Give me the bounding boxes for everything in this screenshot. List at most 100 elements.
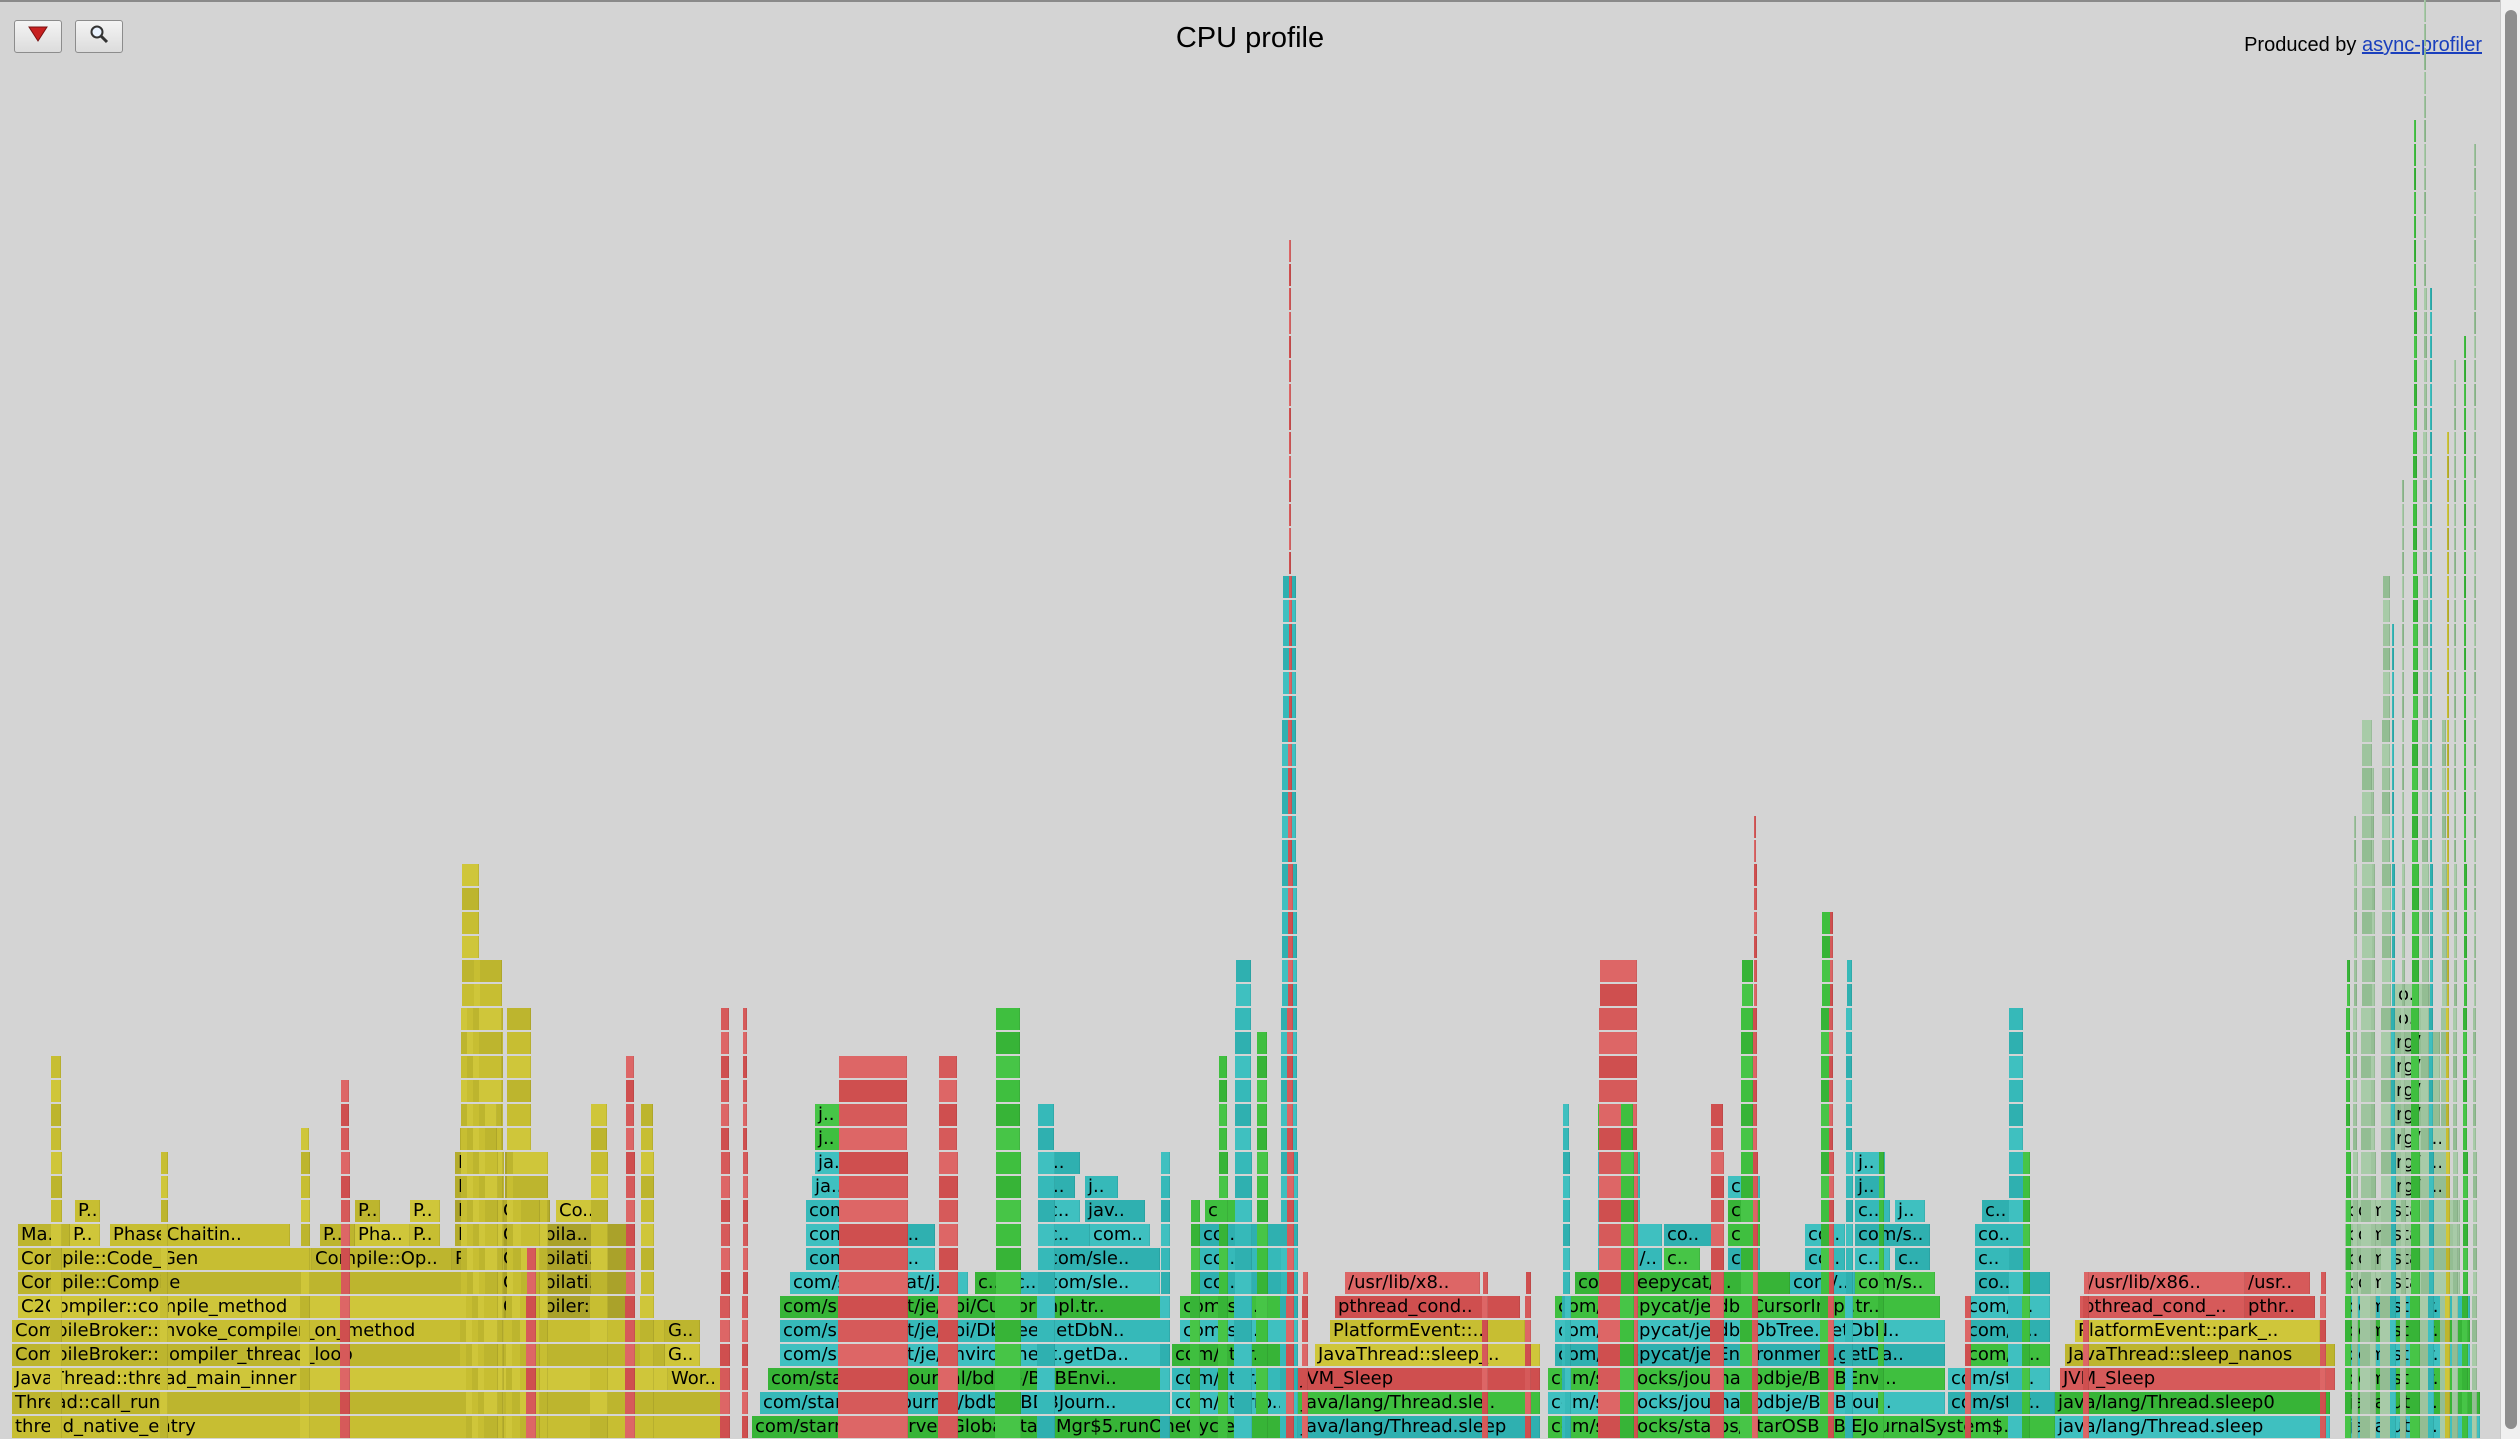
flame-frame[interactable]: JVM_Sleep (2060, 1368, 2335, 1390)
flame-frame-narrow[interactable] (2445, 1176, 2450, 1198)
flame-frame-narrow[interactable] (2442, 720, 2446, 742)
flame-frame-narrow[interactable] (2463, 1080, 2467, 1102)
flame-frame-narrow[interactable] (2392, 696, 2394, 718)
flame-frame-narrow[interactable] (838, 1296, 908, 1318)
flame-frame-narrow[interactable] (1037, 1344, 1055, 1366)
flame-frame-narrow[interactable] (1037, 1416, 1055, 1438)
flame-frame-narrow[interactable] (2428, 1200, 2434, 1222)
flame-frame-narrow[interactable] (1256, 1416, 1268, 1438)
flame-frame-narrow[interactable] (2353, 984, 2357, 1006)
flame-frame-narrow[interactable] (1710, 1248, 1724, 1270)
flame-frame-narrow[interactable] (484, 1152, 498, 1174)
flame-frame-narrow[interactable] (838, 1152, 908, 1174)
flame-frame-narrow[interactable] (2402, 720, 2404, 742)
flame-frame-narrow[interactable] (1037, 1296, 1055, 1318)
flame-frame-narrow[interactable] (1302, 1416, 1308, 1438)
flame-frame-narrow[interactable] (2353, 1056, 2357, 1078)
flame-frame-narrow[interactable] (2473, 336, 2476, 358)
flame-frame-narrow[interactable] (2446, 888, 2449, 910)
flame-frame-narrow[interactable] (2453, 1032, 2457, 1054)
flame-frame[interactable]: G.. (665, 1320, 700, 1342)
flame-frame-narrow[interactable] (1741, 1032, 1753, 1054)
flame-frame-narrow[interactable] (520, 1224, 540, 1246)
flame-frame-narrow[interactable] (641, 1104, 653, 1126)
flame-frame-narrow[interactable] (2392, 768, 2394, 790)
flame-frame-narrow[interactable] (2382, 672, 2390, 694)
flame-frame-narrow[interactable] (2472, 1272, 2477, 1294)
flame-frame-narrow[interactable] (484, 1224, 498, 1246)
flame-frame-narrow[interactable] (2473, 576, 2476, 598)
flame-frame-narrow[interactable] (2410, 1416, 2420, 1438)
flame-frame-narrow[interactable] (2381, 1008, 2391, 1030)
flame-frame-narrow[interactable] (1741, 984, 1753, 1006)
flame-frame-narrow[interactable] (2454, 720, 2456, 742)
flame-frame-narrow[interactable] (1965, 1368, 1971, 1390)
flame-frame-narrow[interactable] (1160, 1176, 1170, 1198)
flame-frame-narrow[interactable] (1234, 1152, 1252, 1174)
flame-frame-narrow[interactable] (2473, 864, 2476, 886)
flame-frame-narrow[interactable] (2473, 912, 2476, 934)
flame-frame-narrow[interactable] (1710, 1368, 1724, 1390)
flame-frame-narrow[interactable] (1288, 576, 1292, 598)
flame-frame-narrow[interactable] (2353, 1128, 2357, 1150)
flame-frame-narrow[interactable] (526, 1296, 536, 1318)
vertical-scrollbar[interactable] (2500, 0, 2520, 1439)
flame-frame-narrow[interactable] (2391, 1056, 2395, 1078)
flame-frame-narrow[interactable] (1256, 1272, 1268, 1294)
flame-frame-narrow[interactable] (2022, 1296, 2030, 1318)
flame-frame-narrow[interactable] (2410, 1392, 2420, 1414)
flame-frame-narrow[interactable] (1599, 984, 1637, 1006)
flame-frame-narrow[interactable] (2428, 1368, 2434, 1390)
flame-frame-narrow[interactable] (2446, 864, 2449, 886)
flame-frame-narrow[interactable] (2430, 624, 2432, 646)
flame-frame-narrow[interactable] (742, 1248, 748, 1270)
flame-frame-narrow[interactable] (1829, 1056, 1833, 1078)
flame-frame[interactable]: c.. (1855, 1200, 1890, 1222)
flame-frame[interactable]: c.. (1855, 1248, 1890, 1270)
flame-frame-narrow[interactable] (2345, 1248, 2351, 1270)
flame-frame-narrow[interactable] (1845, 1296, 1853, 1318)
flame-frame-narrow[interactable] (1218, 1368, 1228, 1390)
flame-frame-narrow[interactable] (526, 1320, 536, 1342)
flame-frame-narrow[interactable] (1878, 1224, 1884, 1246)
flame-frame[interactable]: G.. (665, 1344, 700, 1366)
flame-frame-narrow[interactable] (2463, 1056, 2467, 1078)
flame-frame-narrow[interactable] (939, 1080, 957, 1102)
flame-frame-narrow[interactable] (2352, 1344, 2358, 1366)
flame-frame[interactable]: com/starrocks/journal/bdbje/BDBJourn.. (760, 1392, 1170, 1414)
flame-frame-narrow[interactable] (461, 936, 479, 958)
flame-frame-narrow[interactable] (461, 864, 479, 886)
flame-frame-narrow[interactable] (2462, 1320, 2468, 1342)
flame-frame-narrow[interactable] (340, 1320, 350, 1342)
flame-frame-narrow[interactable] (2412, 744, 2418, 766)
flame-frame-narrow[interactable] (838, 1416, 908, 1438)
flame-frame-narrow[interactable] (2454, 504, 2456, 526)
flame-frame-narrow[interactable] (2413, 360, 2417, 382)
flame-frame-narrow[interactable] (160, 1368, 168, 1390)
flame-frame-narrow[interactable] (2022, 1248, 2030, 1270)
flame-frame[interactable]: PlatformEvent::.. (1330, 1320, 1525, 1342)
flame-frame-narrow[interactable] (2346, 1008, 2350, 1030)
flame-frame-narrow[interactable] (2022, 1368, 2030, 1390)
flame-frame-narrow[interactable] (2464, 480, 2466, 502)
flame-frame-narrow[interactable] (160, 1248, 168, 1270)
flame-frame-narrow[interactable] (1878, 1248, 1884, 1270)
flame-frame-narrow[interactable] (2463, 984, 2467, 1006)
flame-frame-narrow[interactable] (1190, 1296, 1200, 1318)
flame-frame-narrow[interactable] (51, 1128, 61, 1150)
flame-frame[interactable]: jav.. (1085, 1200, 1145, 1222)
flame-frame-narrow[interactable] (2464, 384, 2466, 406)
flame-frame-narrow[interactable] (1846, 1056, 1852, 1078)
flame-frame-narrow[interactable] (2473, 456, 2476, 478)
flame-frame-narrow[interactable] (1525, 1368, 1531, 1390)
flame-frame-narrow[interactable] (2429, 960, 2433, 982)
flame-frame-narrow[interactable] (2464, 408, 2466, 430)
flame-frame-narrow[interactable] (2352, 1296, 2358, 1318)
flame-frame-narrow[interactable] (2400, 1272, 2406, 1294)
flame-frame-narrow[interactable] (2454, 840, 2456, 862)
flame-frame-narrow[interactable] (2454, 456, 2456, 478)
flame-frame-narrow[interactable] (1218, 1152, 1228, 1174)
flame-frame-narrow[interactable] (1525, 1392, 1531, 1414)
flame-frame[interactable]: CompileBroker::compiler_thread_loop (12, 1344, 665, 1366)
flame-frame-narrow[interactable] (2452, 1200, 2458, 1222)
